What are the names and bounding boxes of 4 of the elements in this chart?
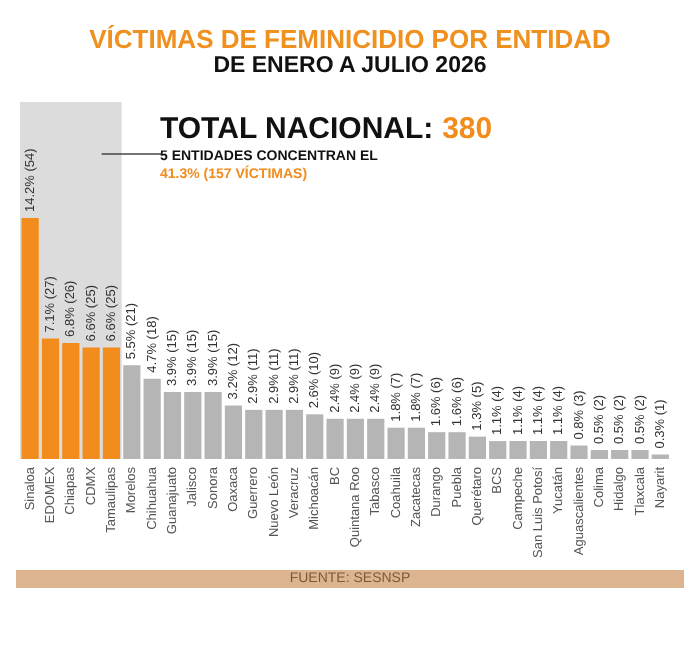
- chart-subtitle: DE ENERO A JULIO 2026: [211, 54, 489, 78]
- chart-title: VÍCTIMAS DE FEMINICIDIO POR ENTIDAD: [87, 24, 613, 54]
- text: TOTAL NACIONAL: 380: [160, 112, 493, 146]
- bar: [123, 365, 141, 459]
